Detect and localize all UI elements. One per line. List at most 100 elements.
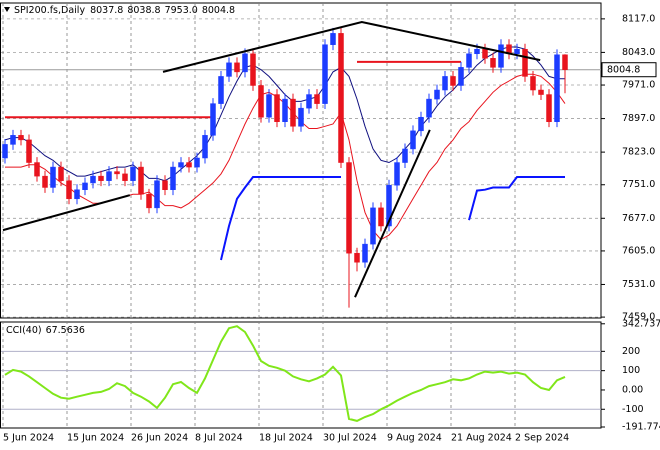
candle-body [474, 48, 480, 55]
candle-body [482, 48, 488, 59]
candle-body [234, 62, 240, 73]
candle-body [226, 62, 232, 77]
candle-body [306, 94, 312, 109]
candle-body [122, 173, 128, 181]
open-label: 8037.8 [90, 5, 123, 16]
price-box [601, 62, 657, 78]
candle-body [322, 44, 328, 104]
y-tick-label: 7823.0 [622, 147, 655, 158]
candle-body [218, 76, 224, 104]
candle-body [362, 243, 368, 263]
x-tick-label: 5 Jun 2024 [3, 433, 54, 444]
trendline [162, 20, 541, 73]
candle-body [466, 53, 472, 68]
y-tick-label: 0.00 [622, 384, 643, 395]
candle-body [546, 94, 552, 122]
candle-body [170, 166, 176, 190]
candle-body [338, 33, 344, 163]
y-tick-label: 8043.0 [622, 47, 655, 58]
cci-value: 67.5636 [46, 325, 85, 336]
price-box-label: 8004.8 [607, 65, 640, 76]
candle-body [418, 116, 424, 132]
candle-body [426, 98, 432, 118]
high-label: 8038.8 [127, 5, 160, 16]
y-tick-label: -100 [622, 404, 644, 415]
x-tick-label: 21 Aug 2024 [451, 433, 512, 444]
candle-body [378, 207, 384, 227]
x-tick-label: 30 Jul 2024 [323, 433, 377, 444]
x-tick-label: 2 Sep 2024 [515, 433, 569, 444]
x-tick-label: 18 Jul 2024 [259, 433, 313, 444]
trendline [354, 129, 431, 298]
candle-body [258, 85, 264, 118]
candle-body [514, 48, 520, 55]
candle-body [330, 33, 336, 45]
y-tick-label: 200 [622, 346, 640, 357]
y-tick-label: 342.7377 [622, 318, 660, 329]
x-tick-label: 26 Jun 2024 [131, 433, 188, 444]
candle-body [34, 162, 40, 177]
candle-body [242, 53, 248, 73]
y-tick-label: 7459.0 [622, 312, 655, 323]
candle-body [386, 184, 392, 227]
y-tick-label: 8117.0 [622, 13, 655, 24]
candle-body [42, 175, 48, 188]
candle-body [162, 180, 168, 190]
trendline [2, 194, 131, 232]
panel-frame [0, 321, 602, 429]
candle-body [394, 162, 400, 186]
candle-body [154, 180, 160, 209]
candle-body [202, 135, 208, 159]
y-tick-label: 7531.0 [622, 279, 655, 290]
candle-body [106, 171, 112, 181]
close-label: 8004.8 [202, 5, 235, 16]
cci-header: CCI(40) 67.5636 [6, 325, 85, 336]
panel-icon [4, 7, 10, 12]
candle-body [114, 171, 120, 175]
candle-body [82, 182, 88, 190]
candle-body [354, 252, 360, 263]
candle-body [58, 166, 64, 181]
candle-body [490, 58, 496, 68]
candle-body [274, 94, 280, 122]
candle-body [146, 194, 152, 209]
candle-body [282, 98, 288, 122]
candle-body [290, 98, 296, 127]
cci-line [4, 325, 566, 422]
candle-body [18, 135, 24, 141]
candle-body [186, 162, 192, 168]
candle-body [458, 67, 464, 86]
candle-body [450, 76, 456, 86]
candle-body [138, 166, 144, 195]
candle-body [210, 103, 216, 136]
candle-body [10, 135, 16, 145]
candle-body [370, 207, 376, 245]
candle-body [554, 54, 560, 122]
candle-body [298, 107, 304, 127]
y-tick-label: 7971.0 [622, 80, 655, 91]
candle-body [410, 130, 416, 150]
panel-frame [0, 2, 602, 319]
candle-body [26, 139, 32, 163]
y-tick-label: -191.7746 [622, 421, 660, 432]
candle-body [498, 44, 504, 68]
candle-body [178, 162, 184, 168]
x-tick-label: 8 Jul 2024 [195, 433, 243, 444]
candle-body [562, 54, 568, 70]
candle-body [530, 76, 536, 91]
candle-body [402, 148, 408, 163]
candle-body [90, 175, 96, 184]
y-tick-label: 100 [622, 365, 640, 376]
candle-body [74, 189, 80, 200]
candle-body [314, 94, 320, 104]
candle-body [50, 166, 56, 188]
indicator-line [220, 176, 565, 261]
chart-header: SPI200.fs,Daily 8037.8 8038.8 7953.0 8004.8 [14, 5, 235, 16]
y-tick-label: 7897.0 [622, 113, 655, 124]
candle-body [346, 162, 352, 254]
candle-body [130, 166, 136, 181]
candle-body [2, 144, 8, 159]
x-tick-label: 15 Jun 2024 [67, 433, 124, 444]
